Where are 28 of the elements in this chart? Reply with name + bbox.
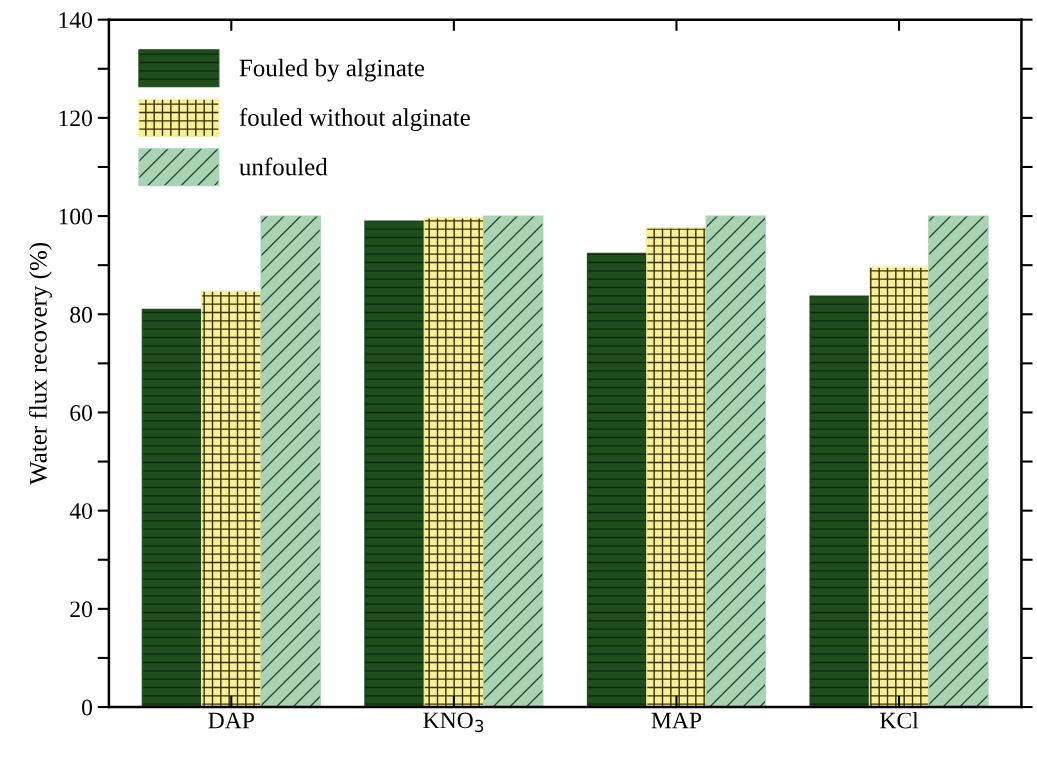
y-tick-label: 120 bbox=[59, 110, 93, 127]
bar bbox=[201, 290, 262, 708]
bar bbox=[364, 220, 425, 708]
y-tick-label: 40 bbox=[69, 503, 93, 520]
y-tick-label: 140 bbox=[59, 12, 93, 29]
y-axis-title: Water flux recovery (%) bbox=[28, 242, 52, 485]
bar bbox=[260, 215, 321, 708]
y-tick-label: 100 bbox=[59, 208, 93, 225]
bar bbox=[868, 266, 930, 708]
bar bbox=[482, 215, 544, 708]
y-tick-label: 20 bbox=[70, 601, 93, 618]
bar bbox=[705, 215, 767, 708]
y-tick-label: 60 bbox=[70, 404, 93, 421]
bar bbox=[423, 217, 485, 708]
legend-label: unfouled bbox=[239, 157, 328, 176]
bar bbox=[141, 308, 203, 708]
bar bbox=[809, 295, 870, 708]
x-tick-label: MAP bbox=[651, 712, 702, 729]
x-tick-label: KCl bbox=[880, 711, 919, 729]
bar bbox=[586, 252, 648, 708]
y-tick-label: 0 bbox=[82, 699, 93, 716]
bar bbox=[646, 227, 707, 708]
legend-label: fouled without alginate bbox=[239, 108, 470, 132]
x-tick-label: DAP bbox=[208, 712, 254, 729]
x-tick-label: KNO$_{3}$ bbox=[423, 712, 484, 733]
y-tick-label: 80 bbox=[70, 306, 93, 323]
bar bbox=[928, 215, 989, 708]
legend-label: Fouled by alginate bbox=[239, 58, 425, 82]
